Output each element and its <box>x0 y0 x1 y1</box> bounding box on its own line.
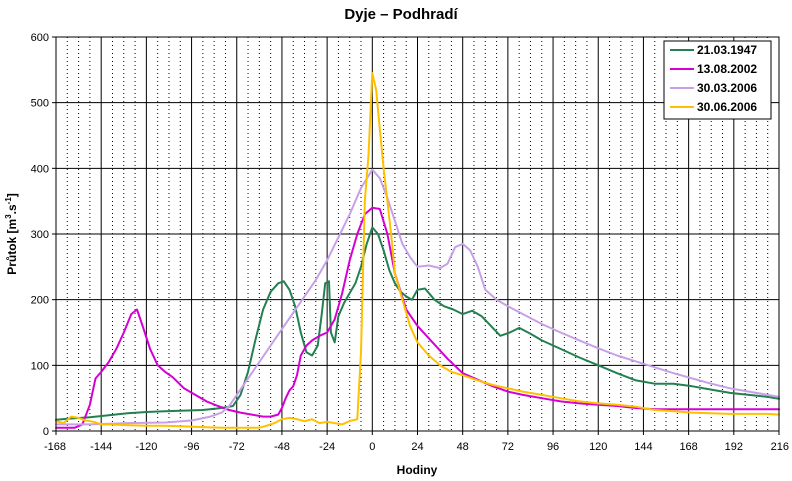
y-tick-label: 500 <box>31 98 49 110</box>
x-tick-label: 24 <box>411 441 423 453</box>
y-tick-label: 100 <box>31 360 49 372</box>
x-axis-label: Hodiny <box>397 463 438 477</box>
x-tick-label: 0 <box>369 441 375 453</box>
y-axis-label-mid: .s <box>5 204 19 214</box>
y-axis-label-sup1: 3 <box>4 214 13 219</box>
series-line-3 <box>55 168 780 426</box>
y-tick-label: 600 <box>31 32 49 44</box>
legend-label-1: 21.03.1947 <box>697 43 757 57</box>
y-axis-label-sup2: -1 <box>4 197 13 205</box>
x-tick-label: -72 <box>229 441 245 453</box>
x-tick-label: 216 <box>771 441 789 453</box>
x-tick-label: -24 <box>319 441 335 453</box>
x-tick-label: 192 <box>725 441 743 453</box>
x-tick-label: -144 <box>90 441 112 453</box>
plot-border <box>55 36 780 432</box>
chart-title: Dyje – Podhradí <box>344 6 458 23</box>
x-tick-label: 72 <box>502 441 514 453</box>
x-tick-label: -168 <box>44 441 66 453</box>
gridlines <box>56 37 779 431</box>
x-axis-ticks: -168 -144 -120 -96 -72 -48 -24 0 24 48 72 96 120 144 1… <box>44 431 789 453</box>
y-tick-label: 400 <box>31 163 49 175</box>
legend-label-2: 13.08.2002 <box>697 62 757 76</box>
y-tick-label: 0 <box>43 426 49 438</box>
x-tick-label: -48 <box>274 441 290 453</box>
series-lines <box>55 72 780 429</box>
x-tick-label: 96 <box>547 441 559 453</box>
y-axis-ticks: 0 100 200 300 400 500 600 <box>31 32 56 438</box>
x-tick-label: -120 <box>135 441 157 453</box>
y-axis-label: Průtok [m3.s-1] <box>4 193 19 275</box>
x-tick-label: 144 <box>634 441 652 453</box>
y-tick-label: 200 <box>31 295 49 307</box>
x-tick-label: 168 <box>679 441 697 453</box>
y-tick-label: 300 <box>31 229 49 241</box>
x-tick-label: 48 <box>457 441 469 453</box>
legend: 21.03.1947 13.08.2002 30.03.2006 30.06.2006 <box>663 40 772 120</box>
y-axis-label-end: ] <box>5 193 19 197</box>
x-tick-label: 120 <box>589 441 607 453</box>
x-tick-label: -96 <box>184 441 200 453</box>
legend-label-4: 30.06.2006 <box>697 100 757 114</box>
y-axis-label-main: Průtok [m <box>5 219 19 275</box>
series-line-4 <box>55 72 780 429</box>
series-line-2 <box>55 206 780 429</box>
legend-label-3: 30.03.2006 <box>697 81 757 95</box>
